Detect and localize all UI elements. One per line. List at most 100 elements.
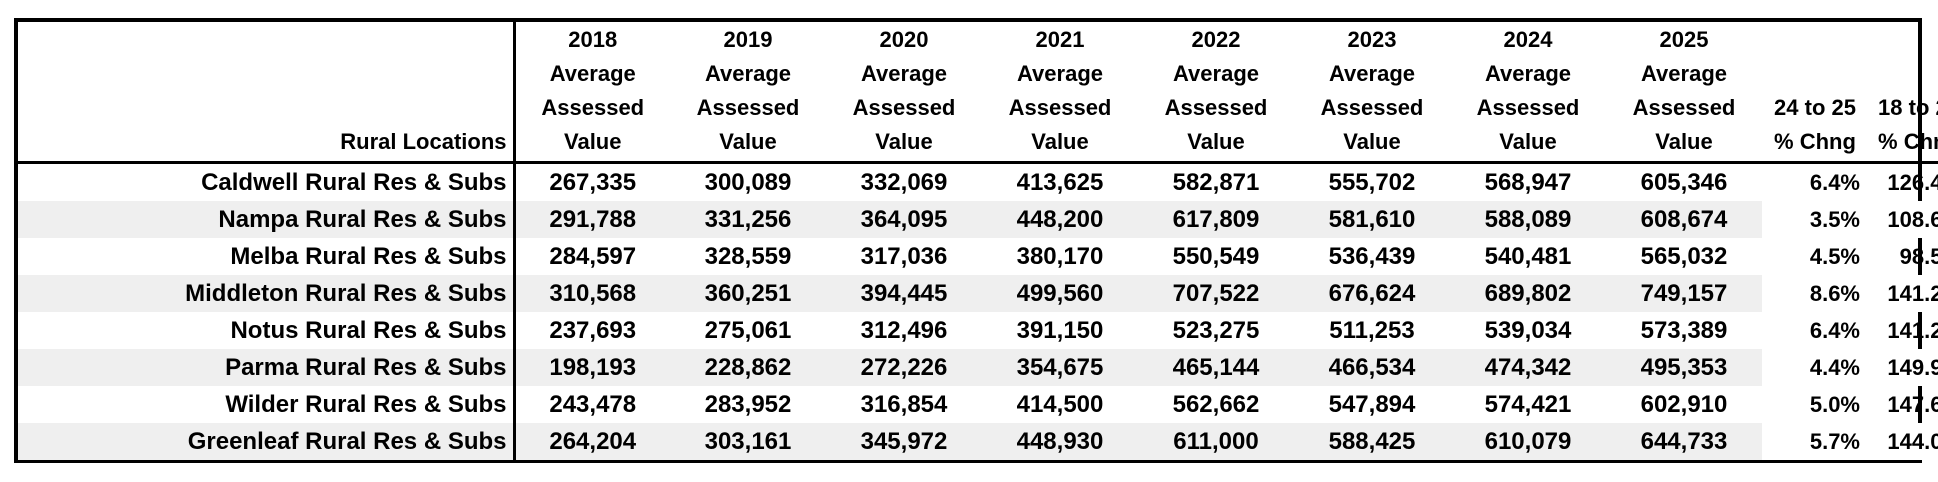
header-line: Average: [549, 61, 636, 86]
cell-value-2024: 568,947: [1484, 169, 1572, 196]
header-year-2021: 2021 Average Assessed Value: [982, 22, 1138, 164]
cell-value-2020: 272,226: [826, 349, 982, 386]
cell-value-2024: 539,034: [1484, 317, 1572, 344]
cell-value-2020: 316,854: [860, 391, 948, 418]
cell-value-2022: 523,275: [1172, 317, 1260, 344]
cell-value-2022: 611,000: [1138, 423, 1294, 460]
cell-value-2021: 448,930: [982, 423, 1138, 460]
row-location: Middleton Rural Res & Subs: [18, 275, 516, 312]
cell-chg-18-25: 147.6%: [1887, 392, 1938, 417]
cell-value-2019: 228,862: [670, 349, 826, 386]
cell-value-2023: 676,624: [1294, 275, 1450, 312]
header-line: Assessed: [1632, 95, 1736, 120]
cell-value-2022: 465,144: [1138, 349, 1294, 386]
cell-value-2024: 689,802: [1450, 275, 1606, 312]
header-year-2024: 2024 Average Assessed Value: [1450, 22, 1606, 164]
cell-value-2018: 310,568: [514, 275, 670, 312]
header-line: Assessed: [1164, 95, 1268, 120]
header-line: Assessed: [1476, 95, 1580, 120]
header-line: Value: [564, 129, 622, 154]
header-line: 24 to 25: [1774, 95, 1856, 120]
header-line: 2019: [723, 27, 773, 52]
assessed-values-table-frame: Rural Locations 2018 Average Assessed Value…: [14, 18, 1938, 463]
header-line: 2020: [879, 27, 929, 52]
cell-value-2020: 312,496: [860, 317, 948, 344]
cell-value-2021: 391,150: [1016, 317, 1104, 344]
cell-value-2018: 284,597: [549, 243, 637, 270]
cell-value-2019: 328,559: [704, 243, 792, 270]
cell-value-2025: 608,674: [1606, 201, 1762, 238]
header-chg-24-25: 24 to 25 % Chng: [1762, 22, 1868, 164]
row-location: Notus Rural Res & Subs: [18, 312, 516, 349]
header-year-2020: 2020 Average Assessed Value: [826, 22, 982, 164]
header-line: Average: [1016, 61, 1103, 86]
cell-value-2018: 264,204: [514, 423, 670, 460]
cell-value-2021: 354,675: [982, 349, 1138, 386]
cell-chg-18-25: 144.0%: [1868, 423, 1938, 460]
cell-value-2019: 275,061: [704, 317, 792, 344]
header-line: Assessed: [541, 95, 645, 120]
cell-value-2022: 582,871: [1172, 169, 1260, 196]
table-row: Parma Rural Res & Subs 198,193 228,862 272,…: [18, 349, 1938, 386]
row-location: Caldwell Rural Res & Subs: [18, 162, 516, 201]
header-line: Assessed: [852, 95, 956, 120]
cell-chg-18-25: 98.5%: [1899, 244, 1938, 269]
cell-value-2025: 605,346: [1640, 169, 1728, 196]
cell-value-2018: 198,193: [514, 349, 670, 386]
cell-value-2025: 749,157: [1606, 275, 1762, 312]
cell-chg-18-25: 141.2%: [1868, 275, 1938, 312]
cell-value-2024: 588,089: [1450, 201, 1606, 238]
cell-value-2018: 237,693: [549, 317, 637, 344]
cell-chg-24-25: 5.0%: [1809, 392, 1860, 417]
table-row: Middleton Rural Res & Subs 310,568 360,251…: [18, 275, 1938, 312]
table-row: Notus Rural Res & Subs 237,693 275,061 312,…: [18, 312, 1938, 349]
cell-chg-24-25: 6.4%: [1809, 318, 1860, 343]
cell-value-2025: 573,389: [1640, 317, 1728, 344]
cell-chg-24-25: 5.7%: [1762, 423, 1868, 460]
header-line: Value: [1499, 129, 1557, 154]
header-line: 18 to 25: [1878, 95, 1938, 120]
header-line: 2021: [1035, 27, 1085, 52]
header-line: % Chng: [1774, 129, 1856, 154]
header-line: 2022: [1191, 27, 1241, 52]
cell-value-2024: 610,079: [1450, 423, 1606, 460]
cell-value-2025: 565,032: [1640, 243, 1728, 270]
cell-chg-24-25: 8.6%: [1762, 275, 1868, 312]
table-row: Caldwell Rural Res & Subs 267,335 300,089 3…: [18, 162, 1938, 201]
table-body: Caldwell Rural Res & Subs 267,335 300,089 3…: [18, 162, 1938, 460]
header-line: Average: [1640, 61, 1727, 86]
header-line: Value: [1187, 129, 1245, 154]
cell-value-2024: 474,342: [1450, 349, 1606, 386]
assessed-values-table: Rural Locations 2018 Average Assessed Value…: [18, 22, 1938, 460]
table-row: Greenleaf Rural Res & Subs 264,204 303,161…: [18, 423, 1938, 460]
header-year-2018: 2018 Average Assessed Value: [514, 22, 670, 164]
header-line: Average: [1328, 61, 1415, 86]
cell-value-2021: 380,170: [1016, 243, 1104, 270]
cell-chg-24-25: 6.4%: [1809, 170, 1860, 195]
cell-value-2021: 413,625: [1016, 169, 1104, 196]
header-line: Average: [1172, 61, 1259, 86]
cell-value-2019: 331,256: [670, 201, 826, 238]
cell-value-2022: 550,549: [1172, 243, 1260, 270]
cell-value-2024: 540,481: [1484, 243, 1572, 270]
header-line: Value: [1343, 129, 1401, 154]
cell-value-2019: 283,952: [704, 391, 792, 418]
cell-chg-18-25: 141.2%: [1887, 318, 1938, 343]
header-line: 2025: [1659, 27, 1709, 52]
cell-value-2018: 267,335: [549, 169, 637, 196]
cell-value-2021: 448,200: [982, 201, 1138, 238]
row-location: Wilder Rural Res & Subs: [18, 386, 516, 423]
row-location: Nampa Rural Res & Subs: [18, 201, 516, 238]
cell-value-2023: 581,610: [1294, 201, 1450, 238]
header-line: Average: [1484, 61, 1571, 86]
cell-value-2020: 317,036: [860, 243, 948, 270]
table-row: Wilder Rural Res & Subs 243,478 283,952 316…: [18, 386, 1938, 423]
cell-value-2025: 602,910: [1640, 391, 1728, 418]
cell-value-2018: 243,478: [549, 391, 637, 418]
cell-value-2023: 547,894: [1328, 391, 1416, 418]
cell-value-2023: 536,439: [1328, 243, 1416, 270]
row-location: Greenleaf Rural Res & Subs: [18, 423, 516, 460]
cell-value-2020: 364,095: [826, 201, 982, 238]
header-line: Value: [1655, 129, 1713, 154]
cell-value-2020: 332,069: [860, 169, 948, 196]
